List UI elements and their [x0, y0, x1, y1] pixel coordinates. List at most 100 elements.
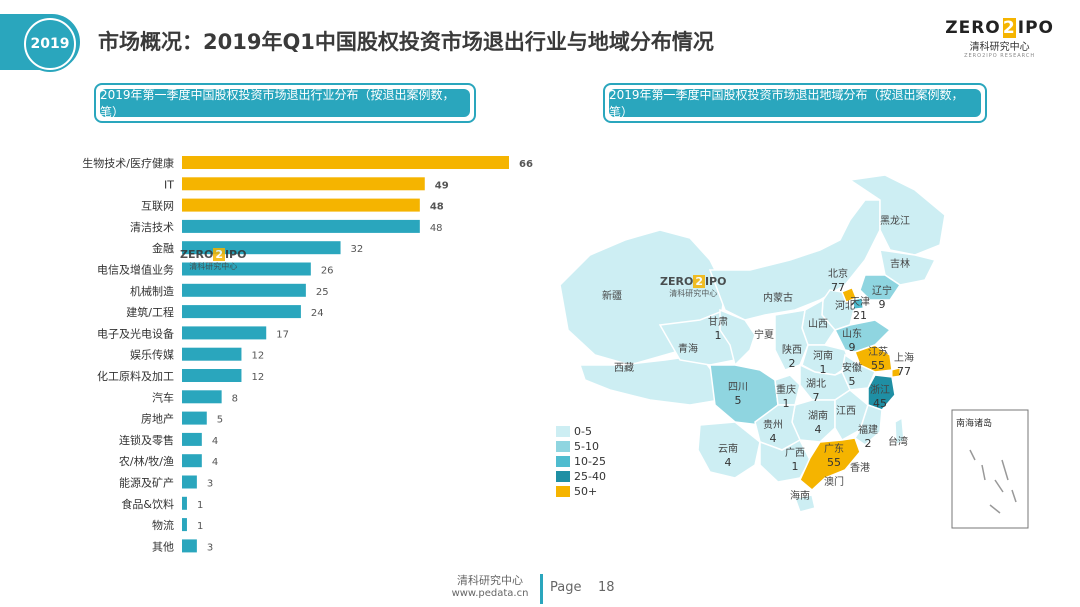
region-value: 1 [819, 363, 827, 376]
region-name: 陕西 [782, 345, 802, 356]
region-label: 香港 [850, 462, 870, 475]
region-label: 贵州 4 [763, 419, 783, 445]
region-label: 新疆 [602, 290, 622, 303]
region-value: 9 [878, 298, 886, 311]
footer-divider [540, 574, 543, 604]
legend-label: 10-25 [574, 455, 606, 468]
region-label: 甘肃 1 [708, 316, 728, 342]
region-name: 上海 [894, 353, 914, 364]
legend-label: 5-10 [574, 440, 599, 453]
category-label: 食品&饮料 [121, 497, 174, 511]
category-label: 机械制造 [130, 284, 174, 298]
region-name: 辽宁 [872, 286, 892, 297]
region-name: 山西 [808, 319, 828, 330]
bar [182, 262, 311, 276]
region-label: 江苏 55 [868, 346, 888, 372]
region-label: 陕西 2 [782, 344, 802, 370]
region-label: 台湾 [888, 436, 908, 449]
bar [182, 454, 202, 468]
bar [182, 283, 306, 297]
region-label: 安徽 5 [842, 362, 862, 388]
bar-value-label: 5 [217, 415, 223, 426]
category-label: IT [164, 178, 174, 191]
bar-value-label: 12 [251, 351, 264, 362]
legend-item: 10-25 [556, 454, 606, 469]
bar-value-label: 4 [212, 436, 218, 447]
footer-page-number: Page 18 [550, 580, 615, 595]
region-label: 河北 [835, 300, 855, 313]
region-value: 45 [873, 397, 887, 410]
region-label: 广东 55 [824, 443, 844, 469]
region-name: 香港 [850, 463, 870, 474]
region-label: 福建 2 [858, 424, 878, 450]
region-name: 江西 [836, 406, 856, 417]
category-label: 连锁及零售 [119, 433, 174, 447]
region-label: 山西 [808, 318, 828, 331]
region-label: 辽宁 9 [872, 285, 892, 311]
category-label: 物流 [152, 518, 174, 532]
region-name: 安徽 [842, 363, 862, 374]
year-badge: 2019 [24, 18, 76, 70]
region-label: 云南 4 [718, 443, 738, 469]
bar [182, 305, 301, 319]
region-value: 5 [848, 375, 856, 388]
region-name: 新疆 [602, 291, 622, 302]
region-label: 四川 5 [728, 381, 748, 407]
bar-value-label: 48 [430, 223, 443, 234]
region-name: 河北 [835, 301, 855, 312]
category-label: 建筑/工程 [126, 305, 174, 319]
region-label: 河南 1 [813, 350, 833, 376]
category-label: 电子及光电设备 [97, 326, 174, 340]
bar [182, 177, 425, 191]
category-label: 房地产 [141, 412, 174, 426]
region-name: 天津 [850, 297, 870, 308]
region-name: 河南 [813, 351, 833, 362]
bar [182, 390, 222, 404]
region-label: 天津 21 [850, 296, 870, 322]
legend-swatch [556, 471, 570, 482]
region-value: 1 [782, 397, 790, 410]
bar-value-label: 8 [232, 393, 238, 404]
region-label: 北京 77 [828, 268, 848, 294]
region-value: 77 [831, 281, 845, 294]
region-value: 4 [724, 456, 732, 469]
region-value: 4 [769, 432, 777, 445]
bar [182, 369, 242, 382]
region-value: 4 [814, 423, 822, 436]
region-name: 湖南 [808, 411, 828, 422]
bar-value-label: 12 [251, 372, 264, 383]
region-name: 广西 [785, 448, 805, 459]
region-name: 四川 [728, 382, 748, 393]
bar-value-label: 26 [321, 266, 334, 277]
map-watermark-logo: ZERO 2 IPO 清科研究中心 [660, 275, 727, 298]
legend-swatch [556, 486, 570, 497]
region-name: 青海 [678, 344, 698, 355]
region-name: 吉林 [890, 259, 910, 270]
region-value: 2 [864, 437, 872, 450]
region-name: 湖北 [806, 379, 826, 390]
bar [182, 347, 242, 361]
bar-value-label: 48 [430, 202, 444, 213]
bar [182, 411, 207, 425]
region-name: 重庆 [776, 385, 796, 396]
region-label: 澳门 [824, 476, 844, 489]
region-value: 55 [827, 456, 841, 469]
legend-label: 25-40 [574, 470, 606, 483]
region-name: 北京 [828, 269, 848, 280]
region-label: 广西 1 [785, 447, 805, 473]
region-label: 吉林 [890, 258, 910, 271]
region-name: 黑龙江 [880, 216, 910, 227]
legend-item: 25-40 [556, 469, 606, 484]
bar [182, 496, 187, 510]
region-name: 内蒙古 [763, 293, 793, 304]
legend-label: 0-5 [574, 425, 592, 438]
region-name: 贵州 [763, 420, 783, 431]
bar [182, 326, 267, 340]
region-value: 7 [812, 391, 820, 404]
bar-value-label: 4 [212, 457, 218, 468]
bar [182, 156, 509, 169]
bar-value-label: 24 [311, 308, 324, 319]
region-name: 浙江 [870, 385, 890, 396]
region-label: 湖南 4 [808, 410, 828, 436]
bar [182, 539, 197, 553]
